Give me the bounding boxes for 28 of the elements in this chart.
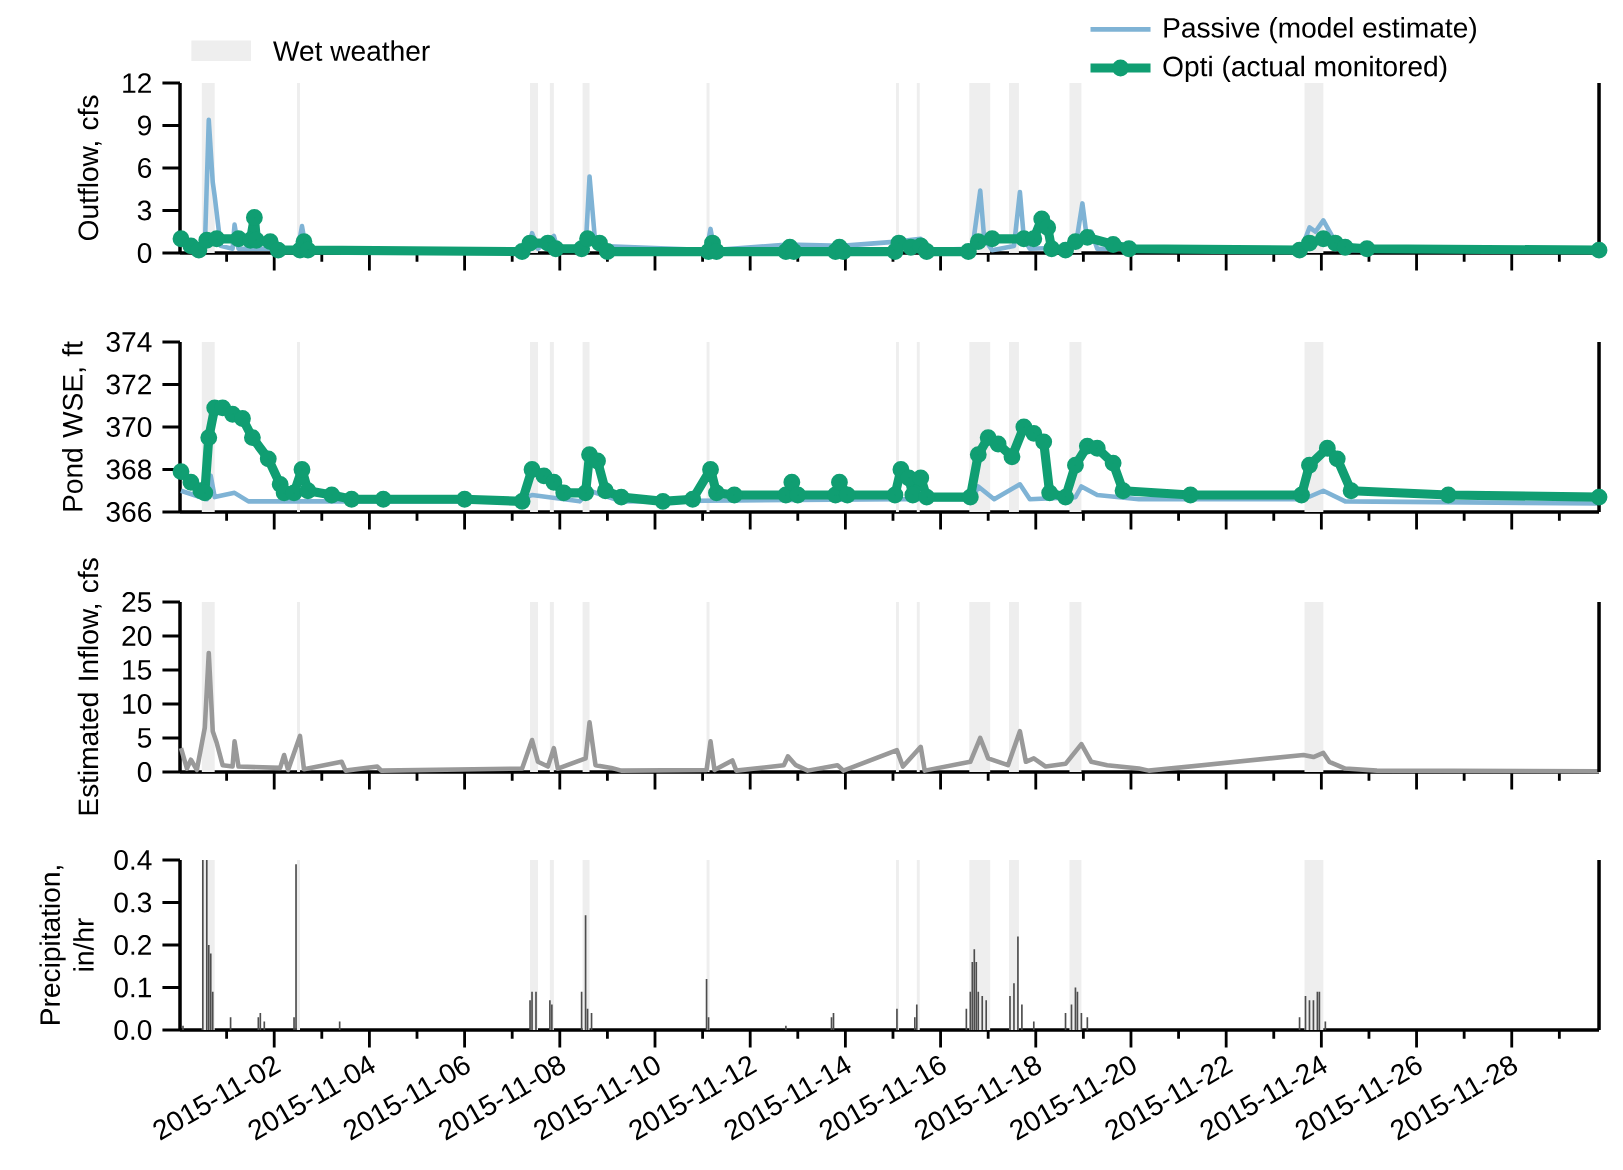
y-tick-label: 0.2 <box>114 935 151 955</box>
y-axis-title: Pond WSE, ft <box>62 341 86 511</box>
y-tick-label: 25 <box>122 592 152 612</box>
y-tick-label: 6 <box>138 158 152 178</box>
y-tick-label: 0 <box>137 243 152 263</box>
y-tick-label: 20 <box>122 626 152 646</box>
y-tick-label: 0.4 <box>114 850 152 870</box>
y-tick-label: 372 <box>106 374 151 395</box>
y-tick-label: 15 <box>123 660 152 680</box>
y-tick-label: 9 <box>138 115 151 136</box>
y-axis-title: Outflow, cfs <box>77 95 102 241</box>
y-axis-title: Precipitation, in/hr <box>39 866 94 1024</box>
y-tick-label: 3 <box>137 200 152 221</box>
y-tick-label: 12 <box>123 73 151 93</box>
y-tick-label: 368 <box>106 459 152 480</box>
legend-label: Opti (actual monitored) <box>1163 55 1447 82</box>
legend-label: Passive (model estimate) <box>1164 17 1476 44</box>
y-tick-label: 0.3 <box>114 892 152 913</box>
y-tick-label: 10 <box>123 694 152 714</box>
y-axis-title: Estimated Inflow, cfs <box>77 558 102 815</box>
y-tick-label: 5 <box>137 728 152 748</box>
y-tick-label: 0.1 <box>114 977 151 998</box>
y-tick-label: 0.0 <box>114 1020 152 1040</box>
y-tick-label: 0 <box>137 762 152 782</box>
y-tick-label: 370 <box>106 417 152 437</box>
legend-label: Wet weather <box>273 40 430 61</box>
y-tick-label: 366 <box>106 502 152 522</box>
y-tick-label: 374 <box>106 332 152 352</box>
